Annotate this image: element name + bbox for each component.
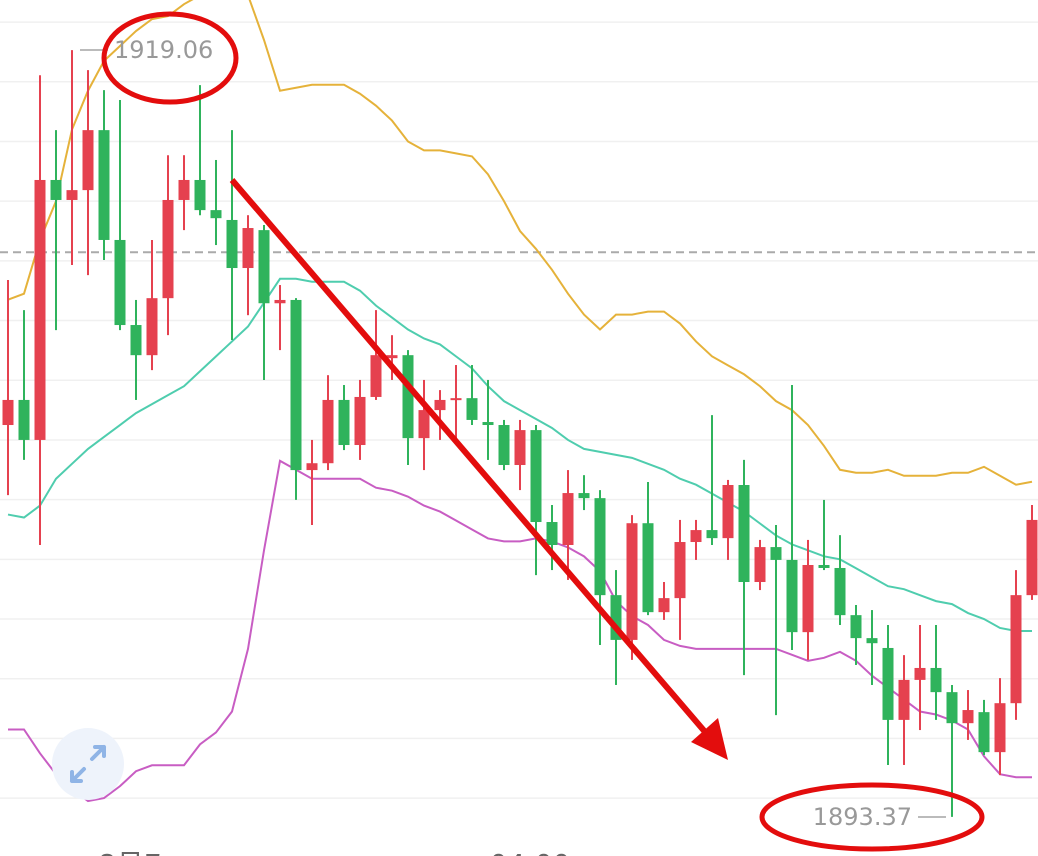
x-tick-label: 04:00 [490, 848, 571, 856]
x-tick-label: 8月7 [98, 848, 162, 856]
candle-body [338, 399, 350, 446]
candle-body [770, 547, 782, 560]
expand-button[interactable] [52, 728, 124, 800]
candle-body [882, 647, 894, 720]
candle-body [146, 298, 158, 356]
candle-body [578, 493, 590, 499]
candle-body [114, 239, 126, 326]
candle-body [434, 399, 446, 411]
max-label: 1919.06 [114, 36, 213, 64]
candle-body [514, 430, 526, 466]
candle-body [162, 199, 174, 299]
candle-body [850, 615, 862, 639]
candle-body [354, 396, 366, 446]
min-label: 1893.37 [813, 803, 912, 831]
candle-body [1010, 595, 1022, 704]
candle-body [610, 595, 622, 640]
trend-arrowhead [691, 718, 728, 760]
candle-body [546, 522, 558, 545]
band-line [7, 277, 1032, 632]
candle-body [2, 399, 14, 426]
candle-body [658, 598, 670, 613]
candle-body [530, 430, 542, 523]
candle-body [306, 463, 318, 471]
candle-body [978, 712, 990, 753]
candle-body [818, 564, 830, 568]
candle-body [290, 299, 302, 471]
highlight-ellipse [101, 11, 239, 105]
candle-body [178, 179, 190, 200]
candle-body [242, 228, 254, 269]
expand-icon[interactable] [70, 745, 106, 783]
trend-arrow [229, 178, 709, 735]
candle-body [706, 530, 718, 539]
candle-body [274, 299, 286, 304]
candle-body [738, 485, 750, 583]
candle-body [82, 130, 94, 191]
candle-body [322, 399, 334, 464]
candle-body [210, 210, 222, 219]
candle-body [370, 355, 382, 397]
candle-body [130, 325, 142, 356]
candle-body [866, 638, 878, 644]
candle-body [562, 493, 574, 545]
candle-body [18, 399, 30, 440]
candle-body [642, 523, 654, 613]
candle-body [466, 398, 478, 420]
candle-body [722, 485, 734, 539]
candle-body [194, 179, 206, 211]
candle-body [402, 355, 414, 439]
candle-body [994, 703, 1006, 753]
candle-body [914, 667, 926, 680]
candle-body [498, 425, 510, 466]
candle-body [898, 679, 910, 720]
candle-body [626, 523, 638, 640]
candle-body [946, 692, 958, 724]
candle-body [226, 219, 238, 269]
candle-body [1026, 519, 1038, 596]
candle-body [258, 230, 270, 304]
candle-body [802, 564, 814, 633]
candle-body [594, 498, 606, 596]
band-line [8, 459, 1032, 803]
candle-body [386, 355, 398, 359]
candle-body [50, 179, 62, 200]
candle-body [930, 667, 942, 693]
candle-body [34, 179, 46, 440]
highlight-ellipse [759, 782, 985, 852]
candle-body [674, 542, 686, 599]
candle-body [450, 398, 462, 401]
expand-bg[interactable] [52, 728, 124, 800]
candle-body [962, 710, 974, 724]
candle-body [690, 530, 702, 543]
band-line [7, 0, 1033, 486]
candle-body [418, 410, 430, 439]
candle-body [834, 567, 846, 616]
candle-body [482, 422, 494, 426]
candle-body [786, 559, 798, 633]
candle-body [98, 130, 110, 240]
candle-body [754, 547, 766, 583]
candle-body [66, 190, 78, 200]
